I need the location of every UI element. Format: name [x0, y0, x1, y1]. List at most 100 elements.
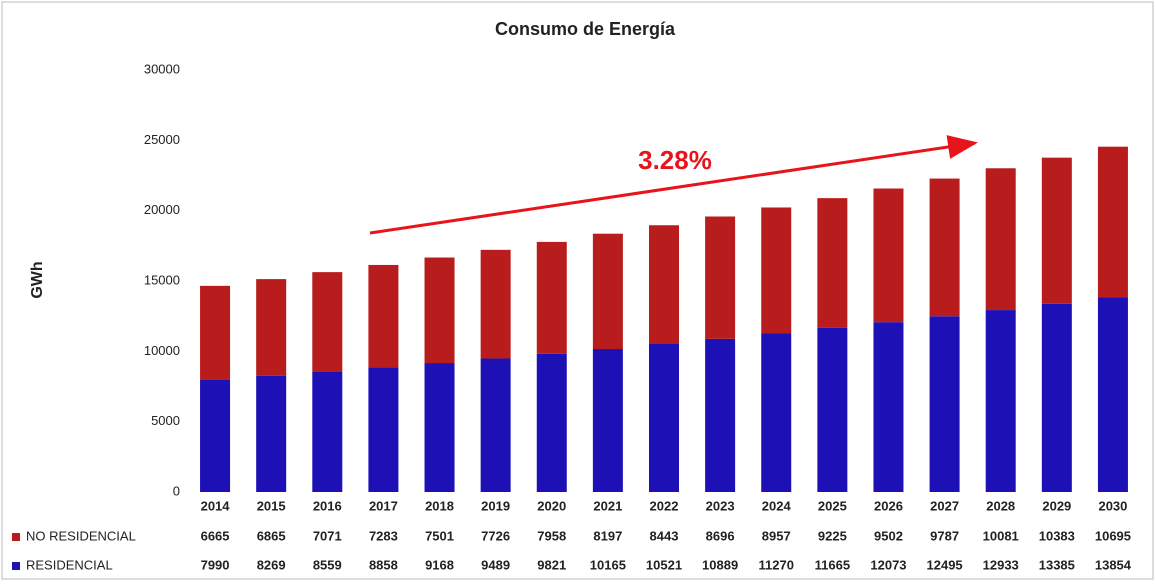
bar-segment	[705, 338, 736, 492]
bar-segment	[200, 379, 231, 492]
bar-segment	[985, 310, 1016, 492]
legend-swatch	[12, 562, 20, 570]
table-cell: 10081	[983, 528, 1019, 543]
bar-segment	[368, 367, 399, 492]
table-cell: 7958	[537, 528, 566, 543]
x-tick-label: 2016	[313, 498, 342, 513]
legend-label: RESIDENCIAL	[26, 557, 113, 572]
table-cell: 6865	[257, 528, 286, 543]
bar-segment	[1041, 157, 1072, 304]
bar-segment	[649, 225, 679, 345]
x-tick-label: 2022	[650, 498, 679, 513]
table-cell: 11665	[815, 557, 850, 572]
table-cell: 12073	[870, 557, 906, 572]
x-tick-label: 2027	[930, 498, 959, 513]
table-cell: 10165	[590, 557, 626, 572]
bar-segment	[1097, 297, 1128, 492]
table-cell: 10889	[702, 557, 738, 572]
bar-segment	[592, 349, 623, 492]
x-tick-label: 2018	[425, 498, 454, 513]
x-tick-label: 2030	[1098, 498, 1127, 513]
x-tick-label: 2021	[593, 498, 622, 513]
y-tick-label: 30000	[144, 61, 180, 76]
bar-segment	[761, 207, 792, 334]
table-cell: 8197	[593, 528, 622, 543]
table-cell: 10695	[1095, 528, 1131, 543]
y-tick-label: 20000	[144, 202, 180, 217]
table-cell: 10521	[646, 557, 682, 572]
x-tick-label: 2029	[1042, 498, 1071, 513]
table-cell: 7990	[201, 557, 230, 572]
bar-segment	[592, 233, 623, 350]
annotation: 3.28%	[638, 145, 712, 175]
table-cell: 7071	[313, 528, 342, 543]
table-cell: 9225	[818, 528, 847, 543]
bar-segment	[1041, 303, 1072, 492]
table-cell: 12933	[983, 557, 1019, 572]
bar-segment	[705, 216, 736, 339]
bar-segment	[649, 344, 679, 492]
bar-segment	[929, 178, 960, 317]
legend-label: NO RESIDENCIAL	[26, 528, 136, 543]
y-axis-label: GWh	[29, 261, 46, 298]
bar-segment	[424, 257, 455, 364]
x-tick-label: 2028	[986, 498, 1015, 513]
bar-segment	[985, 168, 1016, 311]
bar-segment	[256, 279, 287, 376]
x-tick-label: 2015	[257, 498, 286, 513]
bar-segment	[480, 358, 511, 492]
y-tick-label: 0	[173, 483, 180, 498]
table-cell: 8559	[313, 557, 342, 572]
bar-segment	[536, 241, 567, 354]
table-cell: 9502	[874, 528, 903, 543]
table-cell: 10383	[1039, 528, 1075, 543]
table-cell: 13385	[1039, 557, 1075, 572]
y-tick-label: 5000	[151, 413, 180, 428]
bar-segment	[817, 327, 848, 492]
bar-segment	[480, 249, 511, 359]
x-tick-label: 2020	[537, 498, 566, 513]
table-cell: 9489	[481, 557, 510, 572]
table-cell: 8858	[369, 557, 398, 572]
chart-title: Consumo de Energía	[495, 19, 676, 39]
table-cell: 7283	[369, 528, 398, 543]
x-tick-label: 2014	[201, 498, 231, 513]
bar-segment	[536, 353, 567, 492]
bar-segment	[312, 371, 343, 492]
bar-segment	[424, 363, 455, 492]
table-cell: 11270	[759, 557, 794, 572]
bar-segment	[368, 264, 399, 368]
table-cell: 7501	[425, 528, 454, 543]
bar-segment	[929, 316, 960, 492]
table-cell: 8443	[650, 528, 679, 543]
y-tick-label: 15000	[144, 272, 180, 287]
table-cell: 8957	[762, 528, 791, 543]
bar-segment	[200, 285, 231, 380]
bar-segment	[1097, 146, 1128, 298]
y-tick-label: 10000	[144, 343, 180, 358]
bar-segment	[256, 375, 287, 492]
bar-segment	[761, 333, 792, 492]
x-tick-label: 2025	[818, 498, 847, 513]
bar-segment	[873, 188, 904, 323]
x-tick-label: 2026	[874, 498, 903, 513]
table-cell: 9787	[930, 528, 959, 543]
table-cell: 12495	[927, 557, 963, 572]
table-cell: 9821	[537, 557, 566, 572]
x-tick-label: 2017	[369, 498, 398, 513]
table-cell: 13854	[1095, 557, 1132, 572]
x-tick-label: 2023	[706, 498, 735, 513]
bar-segment	[817, 198, 848, 328]
legend-swatch	[12, 533, 20, 541]
x-tick-label: 2024	[762, 498, 792, 513]
table-cell: 6665	[201, 528, 230, 543]
table-cell: 7726	[481, 528, 510, 543]
trend-arrow	[369, 135, 978, 235]
x-tick-label: 2019	[481, 498, 510, 513]
table-cell: 8696	[706, 528, 735, 543]
bar-segment	[312, 272, 343, 372]
y-tick-label: 25000	[144, 132, 180, 147]
bar-segment	[873, 322, 904, 492]
